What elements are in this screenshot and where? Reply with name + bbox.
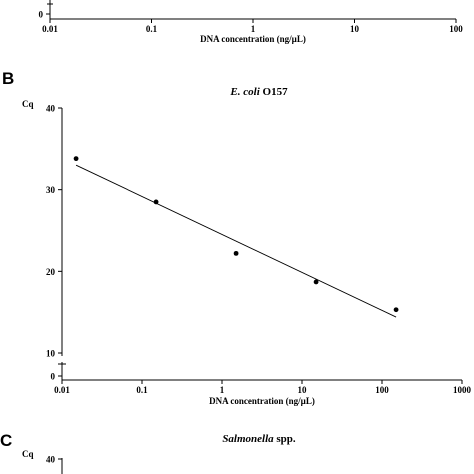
panel-b-title: E. coli O157 xyxy=(229,86,288,98)
panel-b-label: B xyxy=(2,69,14,88)
panel-a-x-axis-label: DNA concentration (ng/µL) xyxy=(200,34,306,44)
panel-b-x-tick-label-1: 0.1 xyxy=(136,385,148,395)
panel-b-y-tick-label-20: 20 xyxy=(46,267,56,277)
panel-a-x-tick-label-4: 100 xyxy=(449,24,463,34)
panel-a-y-tick-label-0: 0 xyxy=(39,10,44,20)
panel-b-y-tick-label-0: 0 xyxy=(51,372,56,382)
panel-c-title-italic: Salmonella xyxy=(222,433,274,445)
panel-b-data-point-1 xyxy=(153,199,159,205)
panel-b-data-point-0 xyxy=(73,156,79,162)
panel-b-y-axis-label: Cq xyxy=(22,99,34,109)
panel-b-x-tick-label-4: 100 xyxy=(375,385,389,395)
panel-c: C Salmonella spp. Cq 40 xyxy=(0,431,296,474)
panel-a-x-tick-label-2: 1 xyxy=(251,24,256,34)
panel-b-y-tick-label-30: 30 xyxy=(46,185,56,195)
panel-b-data-point-4 xyxy=(393,307,399,313)
panel-a-x-tick-label-0: 0.01 xyxy=(42,24,58,34)
panel-c-label: C xyxy=(0,431,12,450)
panel-b-y-tick-label-10: 10 xyxy=(46,349,56,359)
panel-b-fit-line xyxy=(75,164,397,318)
panel-b-data-point-3 xyxy=(313,279,319,285)
panel-c-title: Salmonella spp. xyxy=(222,433,296,445)
panel-b-title-italic: E. coli xyxy=(229,86,260,98)
panel-a-x-tick-label-3: 10 xyxy=(350,24,360,34)
panel-c-y-tick-label-40: 40 xyxy=(46,455,56,465)
panel-c-y-axis-label: Cq xyxy=(22,449,34,459)
panel-a-x-tick-label-1: 0.1 xyxy=(146,24,158,34)
panel-b-x-tick-label-2: 1 xyxy=(220,385,225,395)
panel-b-y-tick-label-40: 40 xyxy=(46,104,56,114)
panel-b-x-tick-label-0: 0.01 xyxy=(54,385,70,395)
panel-a: 0 0.01 0.1 1 10 100 DNA concentration (ng/µL… xyxy=(39,0,463,44)
panel-b-x-axis-label: DNA concentration (ng/µL) xyxy=(209,396,315,406)
panel-b-x-tick-label-3: 10 xyxy=(298,385,308,395)
panel-c-title-rest: spp. xyxy=(274,433,296,445)
panel-b-x-tick-label-5: 1000 xyxy=(453,385,472,395)
panel-b-data-point-2 xyxy=(233,250,239,256)
panel-b-title-rest: O157 xyxy=(260,86,288,98)
